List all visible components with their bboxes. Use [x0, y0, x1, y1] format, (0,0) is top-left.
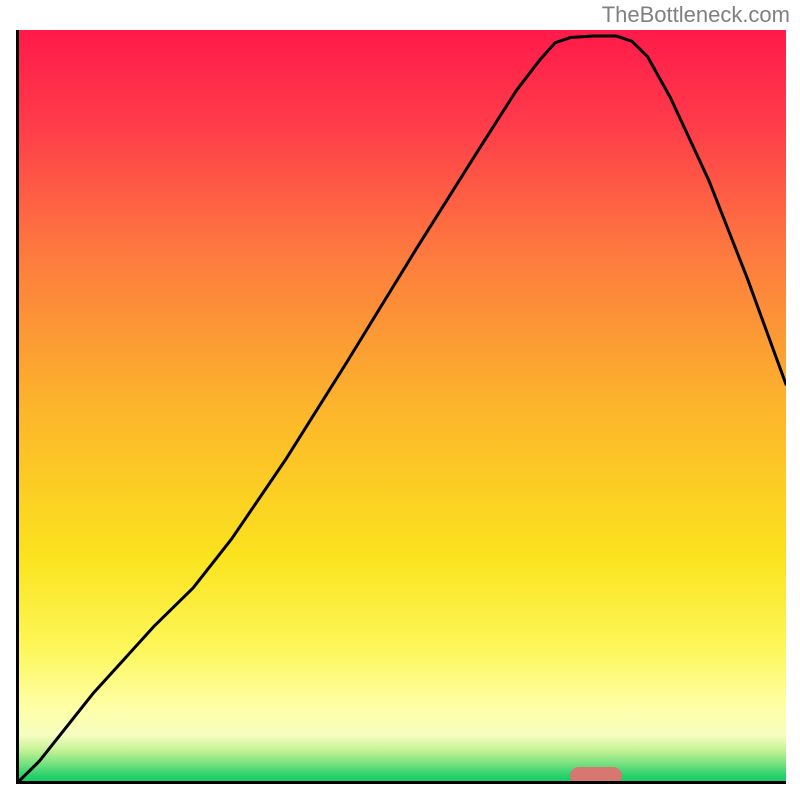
- y-axis: [16, 30, 19, 784]
- bottleneck-curve: [16, 30, 786, 784]
- x-axis: [16, 781, 786, 784]
- attribution-text: TheBottleneck.com: [602, 2, 790, 28]
- chart-plot-area: [16, 30, 786, 784]
